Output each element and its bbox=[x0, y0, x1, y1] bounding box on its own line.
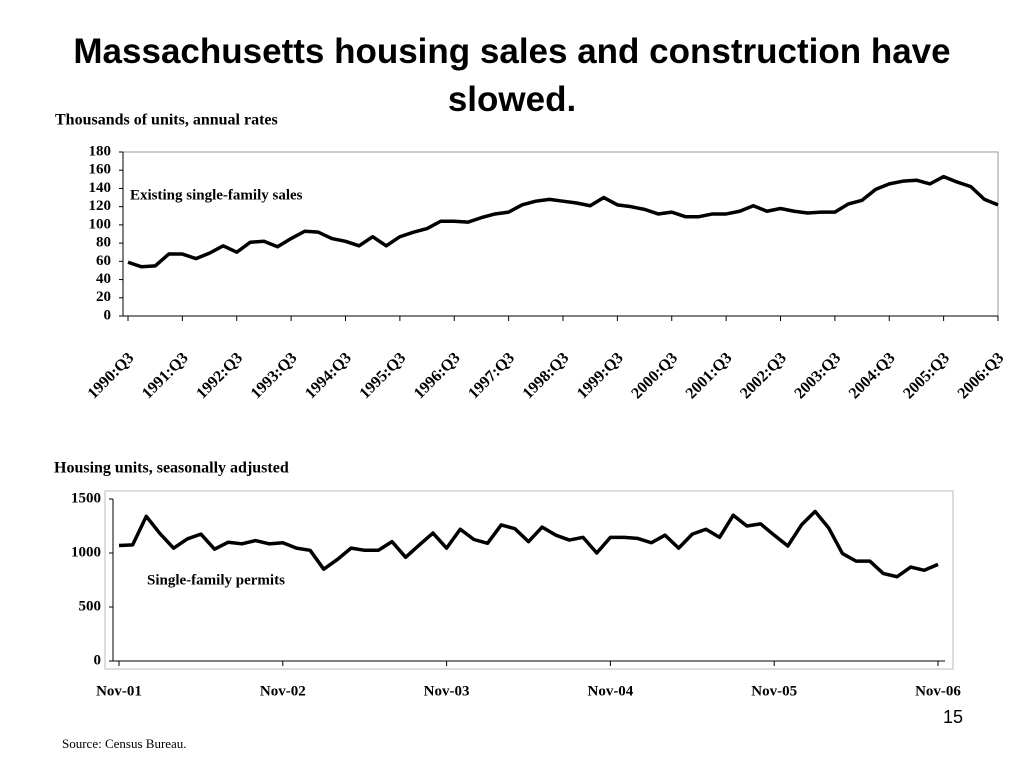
y-tick-label: 20 bbox=[96, 289, 111, 305]
x-tick-label: 2006:Q3 bbox=[955, 349, 1008, 402]
y-tick-label: 0 bbox=[94, 652, 102, 668]
x-tick-label: 1994:Q3 bbox=[302, 349, 355, 402]
y-tick-label: 100 bbox=[89, 216, 112, 232]
y-tick-label: 120 bbox=[89, 198, 112, 214]
y-tick-label: 1000 bbox=[71, 544, 101, 560]
series-label: Existing single-family sales bbox=[130, 187, 303, 203]
data-line bbox=[127, 174, 999, 269]
x-tick-label: 1996:Q3 bbox=[411, 349, 464, 402]
x-tick-label: 2000:Q3 bbox=[628, 349, 681, 402]
chart-subtitle: Housing units, seasonally adjusted bbox=[54, 460, 289, 477]
y-tick-label: 1500 bbox=[71, 490, 101, 506]
x-tick-label: 1992:Q3 bbox=[193, 349, 246, 402]
data-line bbox=[118, 509, 939, 579]
plot-frame bbox=[122, 151, 999, 317]
slide-title: Massachusetts housing sales and construc… bbox=[73, 32, 951, 119]
x-tick-label: 2001:Q3 bbox=[683, 349, 736, 402]
series-label: Single-family permits bbox=[147, 572, 285, 588]
x-tick-label: Nov-04 bbox=[587, 683, 633, 699]
source: Source: Census Bureau. bbox=[62, 736, 187, 751]
x-tick-label: 2005:Q3 bbox=[900, 349, 953, 402]
x-tick-label: 2004:Q3 bbox=[846, 349, 899, 402]
y-tick-label: 500 bbox=[79, 598, 102, 614]
x-tick-label: 2002:Q3 bbox=[737, 349, 790, 402]
x-tick-label: Nov-03 bbox=[424, 683, 470, 699]
y-tick-label: 40 bbox=[96, 271, 111, 287]
y-tick-label: 0 bbox=[104, 307, 112, 323]
chart-subtitle: Thousands of units, annual rates bbox=[55, 112, 278, 129]
x-tick-label: 1998:Q3 bbox=[520, 349, 573, 402]
y-tick-label: 160 bbox=[89, 162, 112, 178]
y-tick-label: 80 bbox=[96, 235, 111, 251]
y-tick-label: 180 bbox=[89, 143, 112, 159]
x-tick-label: Nov-06 bbox=[915, 683, 961, 699]
y-tick-label: 140 bbox=[89, 180, 112, 196]
plot-frame bbox=[104, 490, 954, 670]
x-tick-label: 1997:Q3 bbox=[465, 349, 518, 402]
x-tick-label: 1993:Q3 bbox=[248, 349, 301, 402]
x-tick-label: Nov-01 bbox=[96, 683, 142, 699]
x-tick-label: 1999:Q3 bbox=[574, 349, 627, 402]
page-number: 15 bbox=[943, 707, 963, 727]
x-tick-label: 1990:Q3 bbox=[85, 349, 138, 402]
x-tick-label: 1995:Q3 bbox=[356, 349, 409, 402]
x-tick-label: Nov-02 bbox=[260, 683, 306, 699]
x-tick-label: 1991:Q3 bbox=[139, 349, 192, 402]
x-tick-label: Nov-05 bbox=[751, 683, 797, 699]
y-tick-label: 60 bbox=[96, 253, 111, 269]
x-tick-label: 2003:Q3 bbox=[791, 349, 844, 402]
